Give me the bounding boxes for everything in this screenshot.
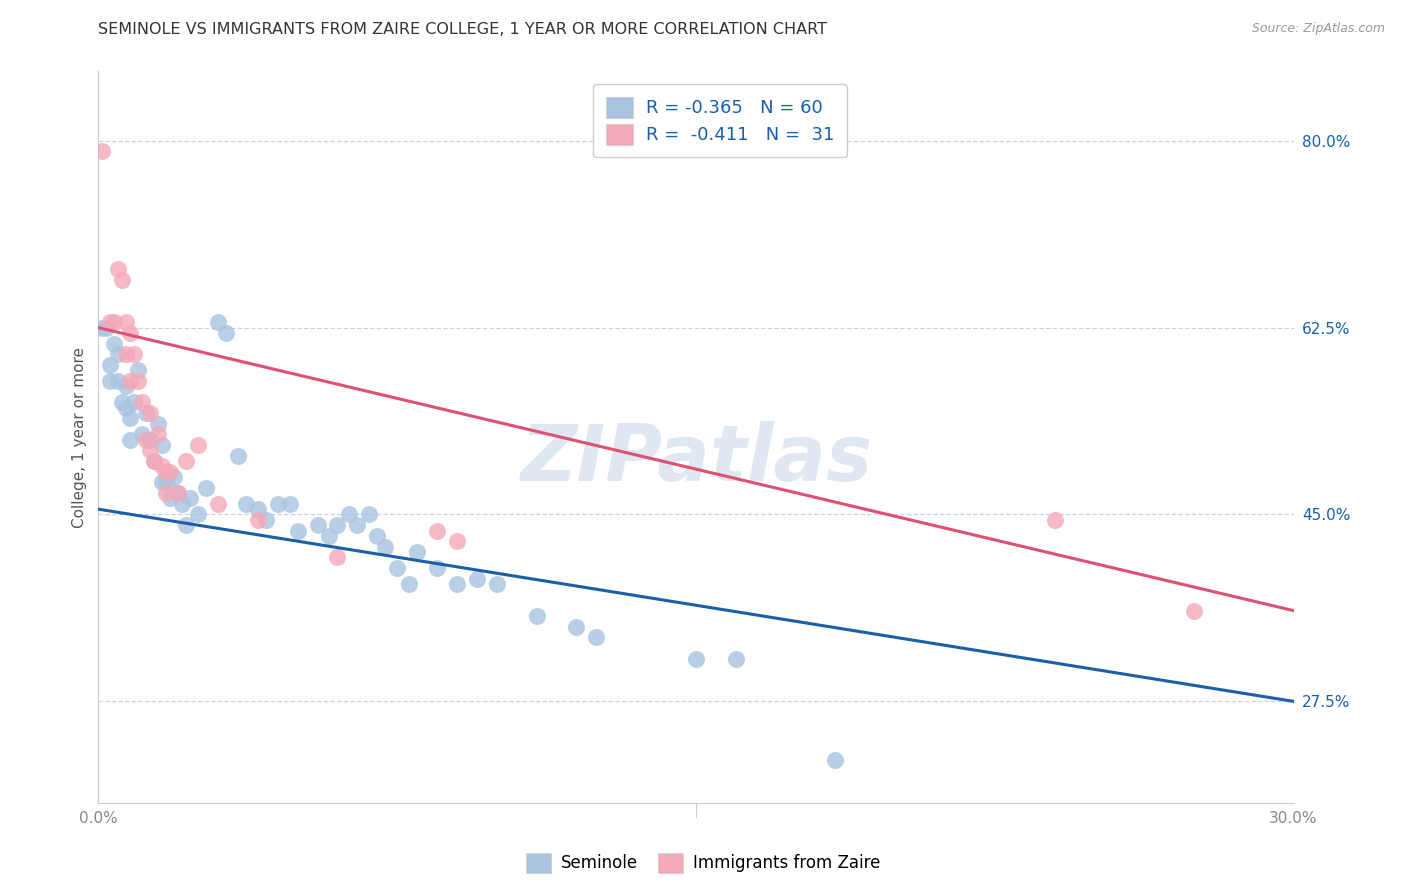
Point (446, 577, 468, 591)
Point (135, 433, 157, 447)
Point (346, 518, 368, 533)
Point (167, 486, 190, 500)
Point (131, 395, 153, 409)
Point (565, 619, 588, 633)
Point (107, 261, 129, 276)
Point (339, 508, 360, 522)
Point (485, 577, 508, 591)
Point (326, 518, 349, 533)
Legend: Seminole, Immigrants from Zaire: Seminole, Immigrants from Zaire (519, 847, 887, 880)
Point (366, 529, 388, 543)
Point (1043, 513, 1066, 527)
Point (254, 513, 277, 527)
Point (163, 470, 186, 484)
Legend: R = -0.365   N = 60, R =  -0.411   N =  31: R = -0.365 N = 60, R = -0.411 N = 31 (593, 84, 846, 157)
Point (167, 486, 190, 500)
Point (685, 651, 707, 665)
Text: Source: ZipAtlas.com: Source: ZipAtlas.com (1251, 22, 1385, 36)
Point (150, 475, 173, 490)
Point (91, 145, 114, 159)
Point (103, 336, 125, 351)
Point (120, 433, 142, 447)
Point (585, 630, 607, 644)
Point (111, 395, 134, 409)
Point (139, 433, 162, 447)
Point (318, 529, 340, 543)
Point (724, 651, 747, 665)
Point (287, 524, 309, 538)
Point (135, 406, 157, 420)
Point (100, 374, 122, 388)
Point (179, 491, 201, 506)
Point (824, 753, 846, 767)
Point (359, 508, 381, 522)
Point (174, 454, 197, 468)
Point (100, 315, 122, 329)
Point (124, 395, 146, 409)
Point (174, 518, 197, 533)
Point (91, 320, 114, 334)
Point (107, 347, 129, 361)
Point (120, 326, 142, 340)
Point (115, 315, 138, 329)
Point (426, 561, 449, 575)
Point (207, 497, 229, 511)
Point (143, 454, 166, 468)
Point (103, 315, 125, 329)
Point (172, 497, 194, 511)
Point (446, 534, 468, 549)
Point (155, 486, 177, 500)
Point (246, 513, 269, 527)
Point (131, 427, 153, 442)
Point (155, 475, 177, 490)
Point (326, 550, 349, 565)
Point (278, 497, 301, 511)
Point (115, 347, 138, 361)
Point (235, 497, 257, 511)
Point (465, 572, 488, 586)
Point (385, 561, 409, 575)
Point (426, 524, 449, 538)
Point (374, 540, 396, 554)
Point (124, 347, 146, 361)
Point (120, 374, 142, 388)
Point (127, 363, 149, 377)
Point (100, 358, 122, 372)
Point (159, 465, 181, 479)
Point (155, 465, 177, 479)
Point (187, 438, 209, 452)
Point (107, 374, 129, 388)
Text: SEMINOLE VS IMMIGRANTS FROM ZAIRE COLLEGE, 1 YEAR OR MORE CORRELATION CHART: SEMINOLE VS IMMIGRANTS FROM ZAIRE COLLEG… (98, 22, 827, 37)
Point (143, 454, 166, 468)
Point (398, 577, 420, 591)
Point (526, 609, 548, 624)
Point (120, 411, 142, 425)
Point (150, 459, 173, 474)
Point (207, 315, 229, 329)
Point (215, 326, 238, 340)
Point (267, 497, 290, 511)
Text: ZIPatlas: ZIPatlas (520, 421, 872, 497)
Point (139, 443, 162, 458)
Point (111, 272, 134, 286)
Point (115, 401, 138, 415)
Point (127, 374, 149, 388)
Point (159, 491, 181, 506)
Point (226, 449, 249, 463)
Point (1182, 604, 1205, 618)
Point (115, 379, 138, 393)
Point (148, 427, 170, 442)
Point (246, 502, 269, 516)
Point (406, 545, 429, 559)
Y-axis label: College, 1 year or more: College, 1 year or more (72, 347, 87, 527)
Point (187, 508, 209, 522)
Point (96, 320, 118, 334)
Point (148, 417, 170, 431)
Point (195, 481, 218, 495)
Point (139, 406, 162, 420)
Point (307, 518, 329, 533)
Point (150, 438, 173, 452)
